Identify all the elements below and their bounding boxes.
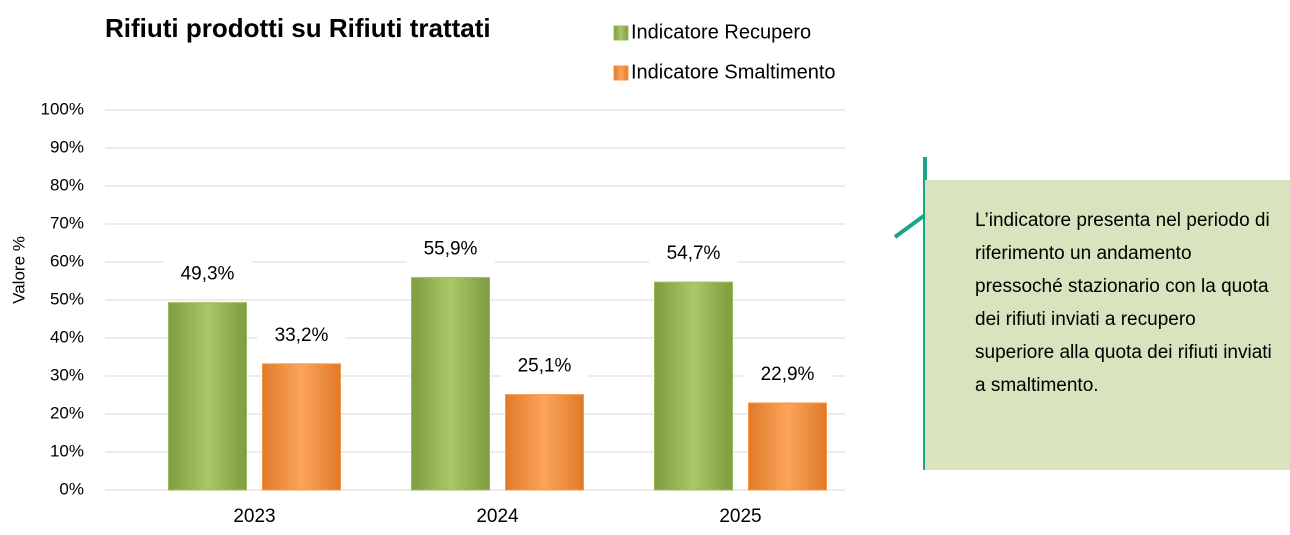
y-tick-label: 0% — [59, 479, 84, 498]
y-tick-label: 80% — [50, 175, 84, 194]
data-label-bg — [649, 240, 738, 269]
y-tick-label: 20% — [50, 403, 84, 422]
data-label: 49,3% — [181, 264, 235, 285]
y-tick-label: 100% — [41, 99, 84, 118]
data-label: 55,9% — [424, 239, 478, 260]
legend-label: Indicatore Smaltimento — [631, 61, 836, 83]
legend-swatch — [613, 65, 629, 81]
note-text: L’indicatore presenta nel periodo di rif… — [975, 210, 1272, 396]
bar — [505, 394, 584, 491]
bar — [262, 363, 341, 491]
x-tick-label: 2023 — [233, 506, 275, 527]
data-label-bg — [163, 260, 252, 289]
chart-title: Rifiuti prodotti su Rifiuti trattati — [105, 13, 491, 43]
x-tick-label: 2025 — [719, 506, 761, 527]
data-label: 54,7% — [667, 243, 721, 264]
x-tick-label: 2024 — [476, 506, 519, 527]
y-tick-label: 90% — [50, 137, 84, 156]
y-tick-label: 40% — [50, 327, 84, 346]
y-tick-label: 10% — [50, 441, 84, 460]
legend-swatch — [613, 25, 629, 41]
y-tick-label: 50% — [50, 289, 84, 308]
data-label-bg — [257, 321, 346, 350]
data-label-bg — [406, 235, 495, 264]
y-tick-label: 30% — [50, 365, 84, 384]
y-tick-label: 60% — [50, 251, 84, 270]
data-label: 22,9% — [761, 364, 815, 385]
bar — [168, 302, 247, 491]
y-tick-label: 70% — [50, 213, 84, 232]
data-label: 33,2% — [275, 325, 329, 346]
data-label: 25,1% — [518, 356, 572, 377]
data-label-bg — [743, 360, 832, 389]
bar — [748, 402, 827, 491]
bar — [654, 281, 733, 491]
bar — [411, 277, 490, 491]
note-box: L’indicatore presenta nel periodo di rif… — [925, 180, 1290, 470]
y-axis-label: Valore % — [9, 236, 28, 304]
data-label-bg — [500, 352, 589, 381]
legend-label: Indicatore Recupero — [631, 21, 811, 43]
callout-line — [893, 213, 927, 239]
